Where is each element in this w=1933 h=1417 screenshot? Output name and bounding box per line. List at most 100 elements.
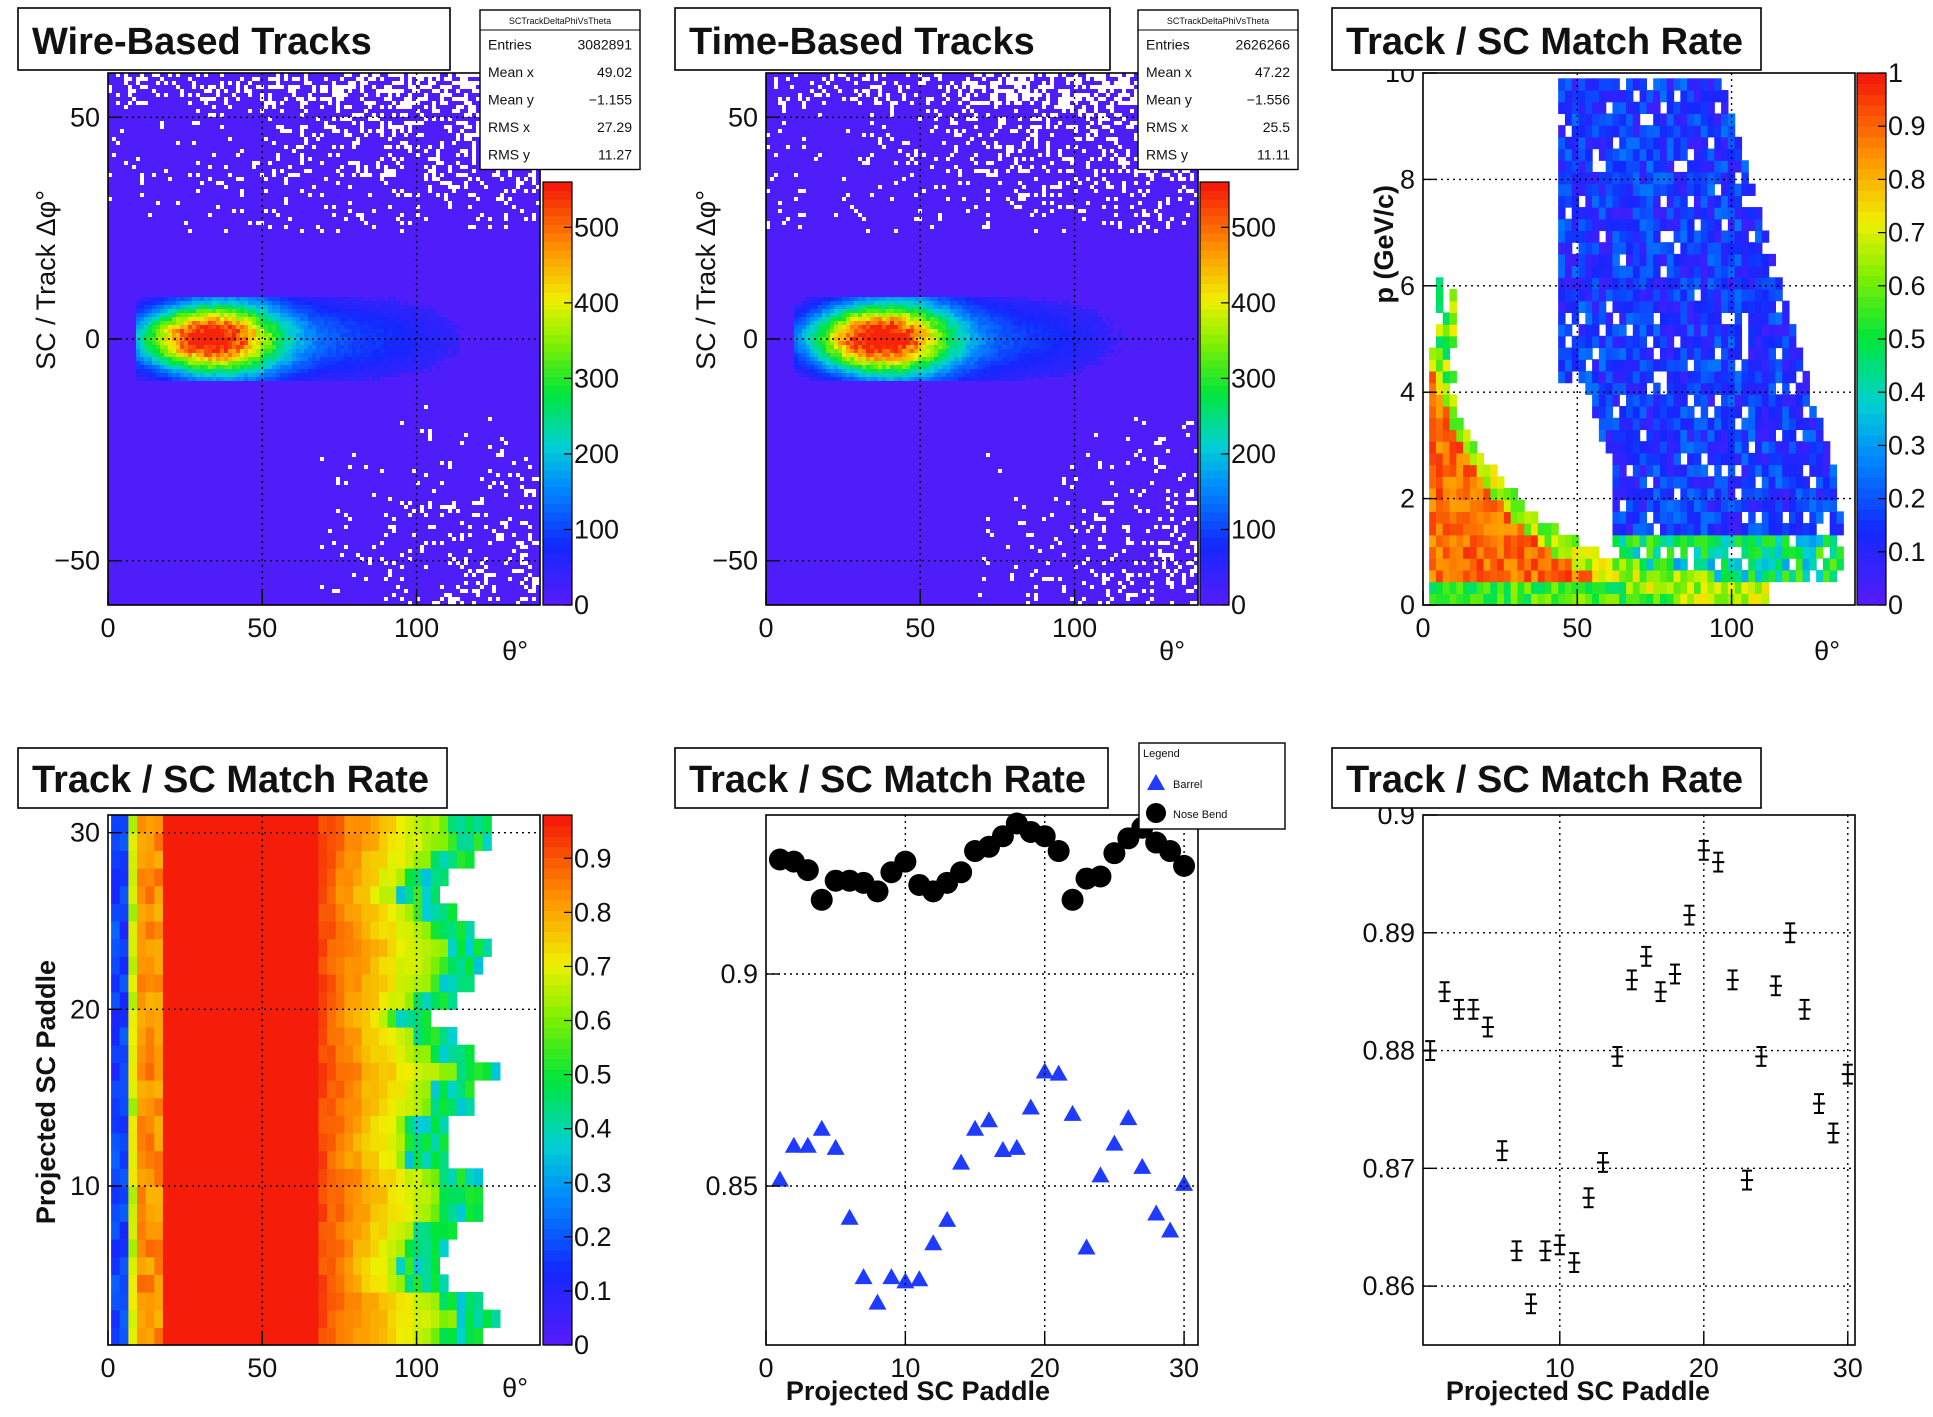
heatmap-bin: [838, 369, 842, 373]
heatmap-bin: [416, 341, 420, 345]
heatmap-bin: [918, 333, 922, 337]
heatmap-bin: [148, 325, 152, 329]
heatmap-bin: [168, 297, 172, 301]
heatmap-bin: [1605, 558, 1614, 571]
heatmap-bin: [136, 341, 140, 345]
heatmap-bin: [918, 357, 922, 361]
heatmap-bin: [990, 345, 994, 349]
heatmap-bin: [172, 341, 176, 345]
heatmap-bin: [1578, 160, 1586, 173]
heatmap-bin: [176, 369, 180, 373]
heatmap-bin: [1598, 300, 1607, 313]
heatmap-bin: [934, 329, 938, 333]
heatmap-bin: [1578, 218, 1586, 232]
heatmap-bin: [1058, 325, 1062, 329]
heatmap-bin: [396, 305, 400, 309]
heatmap-bin: [1551, 534, 1559, 548]
heatmap-bin: [416, 333, 420, 337]
heatmap-bin: [798, 357, 802, 361]
colorbar-band: [1200, 478, 1229, 488]
heatmap-bin: [1564, 230, 1573, 243]
colorbar-tick-label: 400: [1231, 288, 1276, 318]
heatmap-bin: [240, 333, 244, 337]
heatmap-bin: [232, 297, 236, 301]
heatmap-bin: [1014, 297, 1018, 301]
colorbar-band: [1200, 275, 1229, 285]
heatmap-bin: [1714, 312, 1722, 325]
x-axis-label: θ°: [502, 636, 528, 666]
heatmap-bin: [332, 373, 336, 377]
heatmap-bin: [268, 345, 272, 349]
heatmap-bin: [376, 361, 380, 365]
heatmap-bin: [1755, 406, 1763, 419]
heatmap-bin: [1082, 309, 1086, 313]
heatmap-bin: [164, 357, 168, 361]
heatmap-bin: [846, 341, 850, 345]
heatmap-bin: [1490, 464, 1498, 477]
heatmap-bin: [144, 313, 148, 317]
heatmap-bin: [878, 305, 882, 309]
heatmap-bin: [862, 349, 866, 353]
heatmap-bin: [1782, 347, 1790, 360]
heatmap-bin: [1612, 593, 1620, 606]
colorbar-band: [543, 182, 572, 192]
heatmap-bin: [914, 297, 918, 301]
heatmap-bin: [164, 361, 168, 365]
heatmap-bin: [1054, 329, 1058, 333]
heatmap-bin: [1483, 534, 1491, 548]
heatmap-bin: [360, 365, 364, 369]
heatmap-bin: [866, 345, 870, 349]
heatmap-bin: [910, 329, 914, 333]
heatmap-bin: [1646, 441, 1654, 454]
heatmap-bin: [1782, 464, 1790, 477]
heatmap-bin: [236, 373, 240, 377]
heatmap-bin: [1592, 90, 1600, 103]
heatmap-bin: [946, 333, 950, 337]
heatmap-bin: [392, 309, 396, 313]
heatmap-bin: [412, 333, 416, 337]
heatmap-bin: [894, 345, 898, 349]
heatmap-bin: [320, 349, 324, 353]
heatmap-bin: [216, 297, 220, 301]
heatmap-bin: [1809, 464, 1817, 477]
heatmap-bin: [308, 325, 312, 329]
heatmap-bin: [1050, 369, 1054, 373]
heatmap-bin: [1014, 349, 1018, 353]
heatmap-bin: [320, 305, 324, 309]
heatmap-bin: [272, 341, 276, 345]
heatmap-bin: [1626, 207, 1634, 220]
heatmap-bin: [1707, 429, 1715, 442]
colorbar-tick-label: 100: [574, 514, 619, 544]
heatmap-bin: [854, 365, 858, 369]
heatmap-bin: [136, 353, 140, 357]
heatmap-bin: [424, 317, 428, 321]
heatmap-bin: [1700, 511, 1709, 524]
colorbar-band: [1857, 424, 1886, 436]
colorbar-band: [1200, 562, 1229, 572]
heatmap-bin: [1078, 353, 1082, 357]
heatmap-bin: [1659, 207, 1668, 220]
heatmap-bin: [1687, 347, 1695, 360]
heatmap-bin: [1795, 546, 1804, 559]
heatmap-bin: [1510, 558, 1519, 571]
heatmap-bin: [1687, 171, 1695, 185]
heatmap-bin: [1612, 487, 1620, 501]
heatmap-bin: [1632, 487, 1641, 501]
heatmap-bin: [356, 333, 360, 337]
heatmap-bin: [1721, 452, 1729, 466]
heatmap-bin: [1578, 288, 1586, 302]
heatmap-bin: [886, 373, 890, 377]
heatmap-bin: [1632, 558, 1641, 571]
heatmap-bin: [1741, 569, 1749, 583]
heatmap-bin: [1429, 417, 1437, 431]
heatmap-bin: [1632, 230, 1641, 243]
heatmap-bin: [1571, 90, 1580, 103]
heatmap-bin: [1598, 277, 1607, 290]
heatmap-bin: [196, 309, 200, 313]
heatmap-bin: [1612, 242, 1620, 255]
heatmap-bin: [970, 377, 974, 381]
heatmap-bin: [1046, 301, 1050, 305]
heatmap-bin: [1558, 230, 1566, 243]
heatmap-bin: [260, 321, 264, 325]
heatmap-bin: [232, 309, 236, 313]
